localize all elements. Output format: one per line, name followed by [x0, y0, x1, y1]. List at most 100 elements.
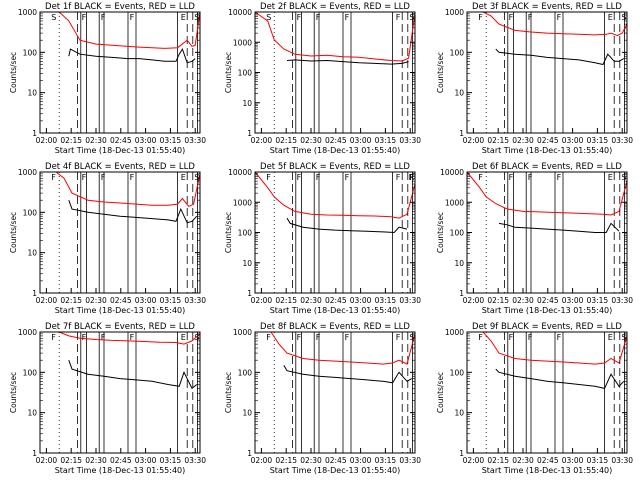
x-tick-label: 03:15	[587, 456, 609, 465]
panel-title: Det 4f BLACK = Events, RED = LLD	[45, 162, 195, 172]
marker-label: F	[130, 13, 135, 22]
x-tick-label: 02:00	[463, 456, 485, 465]
y-tick-label: 100	[238, 229, 253, 238]
marker-label: S	[621, 333, 626, 342]
marker-label: F	[316, 333, 321, 342]
x-tick-label: 02:15	[487, 296, 509, 305]
marker-label: S	[194, 333, 199, 342]
series-line-black	[68, 200, 198, 224]
marker-label: F	[266, 333, 271, 342]
x-tick-label: 02:30	[512, 296, 534, 305]
series-line-black	[286, 59, 409, 65]
marker-label: F	[478, 13, 483, 22]
y-tick-label: 1000	[18, 8, 37, 17]
marker-label: S	[409, 333, 414, 342]
x-tick-label: 02:00	[251, 456, 273, 465]
marker-label: E	[181, 13, 186, 22]
y-tick-label: 100	[23, 368, 38, 377]
plot-frame	[466, 11, 628, 134]
series-line-red	[40, 171, 201, 208]
series-line-red	[40, 11, 201, 49]
x-tick-label: 02:15	[275, 456, 297, 465]
x-tick-label: 03:30	[611, 136, 633, 145]
marker-label: F	[396, 333, 401, 342]
y-tick-label: 1000	[445, 8, 464, 17]
marker-label: R	[409, 173, 415, 182]
marker-label: F	[509, 13, 514, 22]
marker-label: F	[557, 13, 562, 22]
y-axis-title: Counts/sec	[9, 212, 18, 253]
y-tick-label: 10000	[228, 168, 252, 177]
panel-title: Det 6f BLACK = Events, RED = LLD	[472, 162, 622, 172]
x-tick-label: 02:45	[325, 456, 347, 465]
marker-label: S	[194, 13, 199, 22]
x-tick-label: 03:15	[375, 296, 397, 305]
y-tick-label: 10	[454, 89, 464, 98]
series-line-red	[40, 331, 201, 345]
x-tick-label: 03:15	[160, 456, 182, 465]
x-tick-label: 02:45	[537, 456, 559, 465]
y-axis-title: Counts/sec	[9, 372, 18, 413]
series-line-black	[283, 364, 413, 384]
series-line-black	[495, 48, 625, 66]
y-tick-label: 100	[238, 368, 253, 377]
x-tick-label: 03:30	[611, 456, 633, 465]
x-tick-label: 02:30	[512, 456, 534, 465]
y-tick-label: 1000	[233, 198, 252, 207]
y-tick-label: 10000	[440, 168, 464, 177]
marker-label: E	[608, 333, 613, 342]
y-tick-label: 1000	[18, 328, 37, 337]
x-tick-label: 02:00	[251, 296, 273, 305]
marker-label: F	[297, 333, 302, 342]
series-line-red	[467, 331, 628, 365]
y-axis-title: Counts/sec	[224, 52, 233, 93]
y-tick-label: 1	[459, 129, 464, 138]
x-axis-title: Start Time (18-Dec-13 01:55:40)	[270, 466, 401, 475]
x-tick-label: 03:30	[184, 136, 206, 145]
y-tick-label: 10000	[228, 8, 252, 17]
marker-label: F	[297, 13, 302, 22]
x-axis-title: Start Time (18-Dec-13 01:55:40)	[270, 306, 401, 315]
y-tick-label: 1000	[233, 328, 252, 337]
x-tick-label: 02:45	[537, 136, 559, 145]
x-tick-label: 02:45	[110, 296, 132, 305]
marker-label: F	[82, 333, 87, 342]
y-tick-label: 10	[27, 409, 37, 418]
x-tick-label: 03:15	[375, 136, 397, 145]
x-tick-label: 03:00	[135, 456, 157, 465]
marker-label: S	[266, 13, 271, 22]
x-tick-label: 02:15	[60, 456, 82, 465]
series-line-black	[495, 368, 625, 389]
x-axis-title: Start Time (18-Dec-13 01:55:40)	[482, 466, 613, 475]
x-tick-label: 02:30	[300, 456, 322, 465]
x-tick-label: 02:00	[36, 456, 58, 465]
y-axis-title: Counts/sec	[224, 372, 233, 413]
y-tick-label: 1	[247, 289, 252, 298]
marker-label: F	[409, 173, 414, 182]
series-line-red	[254, 11, 416, 62]
marker-label: F	[478, 173, 483, 182]
x-tick-label: 03:00	[135, 136, 157, 145]
marker-label: S	[621, 173, 626, 182]
y-tick-label: 1	[247, 449, 252, 458]
x-tick-label: 03:00	[135, 296, 157, 305]
x-axis-title: Start Time (18-Dec-13 01:55:40)	[55, 146, 186, 155]
plot-frame	[39, 171, 201, 294]
marker-label: F	[101, 173, 106, 182]
x-tick-label: 03:15	[160, 296, 182, 305]
x-tick-label: 03:30	[399, 296, 421, 305]
plot-frame	[254, 11, 416, 134]
x-tick-label: 03:30	[184, 296, 206, 305]
series-line-black	[286, 217, 408, 234]
y-tick-label: 1000	[18, 168, 37, 177]
y-tick-label: 1	[32, 289, 37, 298]
marker-label: F	[101, 13, 106, 22]
y-tick-label: 10	[27, 249, 37, 258]
y-tick-label: 1	[459, 289, 464, 298]
marker-label: F	[396, 13, 401, 22]
y-axis-title: Counts/sec	[9, 52, 18, 93]
